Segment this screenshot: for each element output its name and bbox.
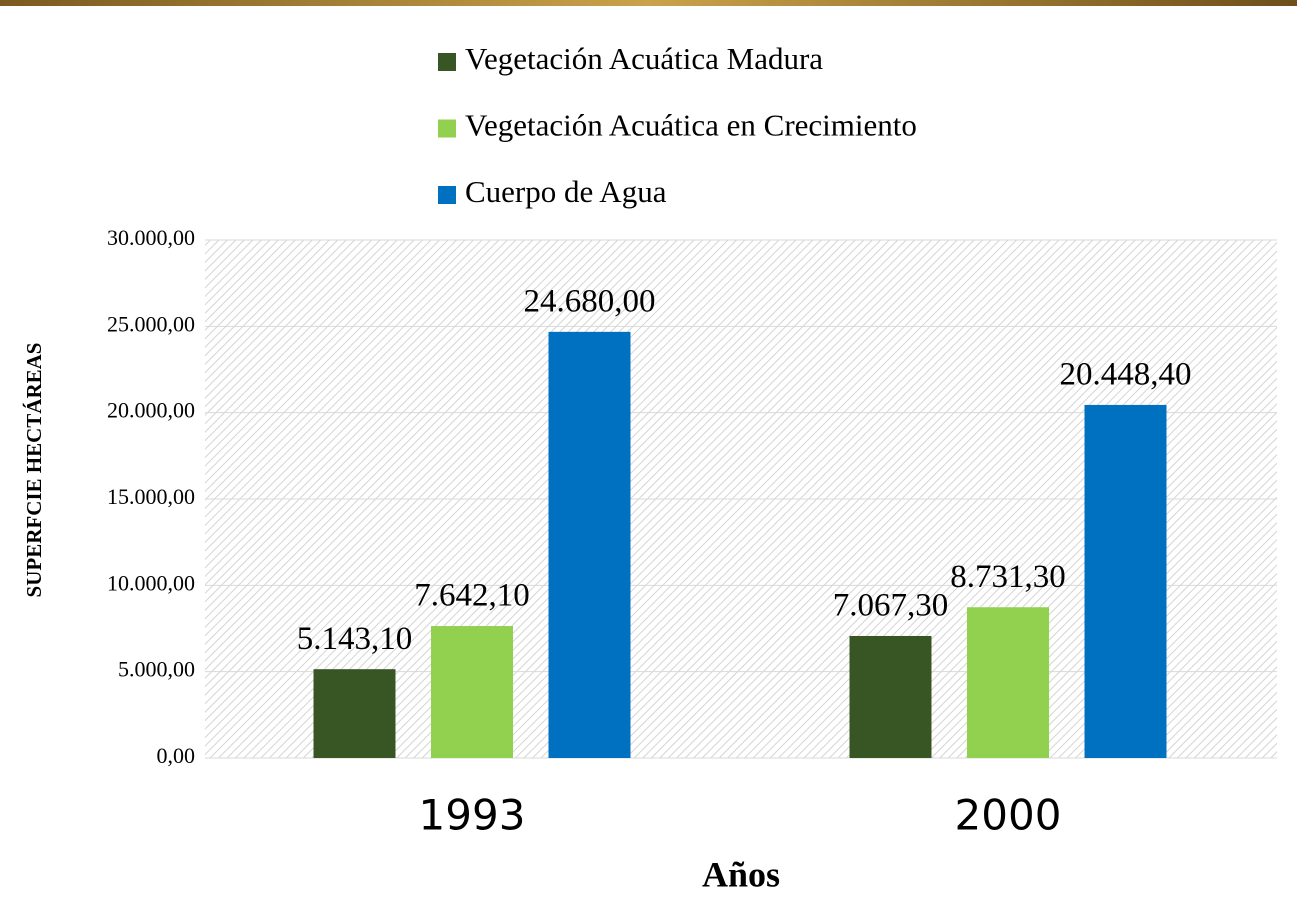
top-border [0,0,1297,6]
data-label: 7.067,30 [833,588,949,624]
y-tick-label: 10.000,00 [107,570,195,595]
data-label: 7.642,10 [414,578,530,614]
y-tick-label: 25.000,00 [107,311,195,336]
y-tick-label: 0,00 [157,743,196,768]
data-label: 8.731,30 [950,559,1066,595]
y-axis-title: SUPERFCIE HECTÁREAS [22,343,46,598]
bar [548,331,631,758]
y-tick-label: 30.000,00 [107,225,195,250]
data-label: 20.448,40 [1060,357,1192,393]
y-tick-label: 5.000,00 [118,657,195,682]
legend-label: Cuerpo de Agua [465,174,667,209]
y-tick-label: 20.000,00 [107,398,195,423]
bar [313,669,396,758]
x-tick-label: 1993 [419,791,526,840]
bar [431,626,513,758]
y-tick-label: 15.000,00 [107,484,195,509]
legend-swatch [438,119,456,138]
bar [849,635,932,758]
legend-label: Vegetación Acuática Madura [465,41,823,76]
data-label: 5.143,10 [297,621,413,657]
x-axis-title: Años [702,854,780,894]
legend-swatch [438,53,456,71]
legend-swatch [438,186,456,204]
legend-label: Vegetación Acuática en Crecimiento [465,108,917,143]
bar [967,607,1049,758]
bar [1084,404,1167,758]
data-label: 24.680,00 [524,283,656,319]
x-tick-label: 2000 [955,791,1062,840]
